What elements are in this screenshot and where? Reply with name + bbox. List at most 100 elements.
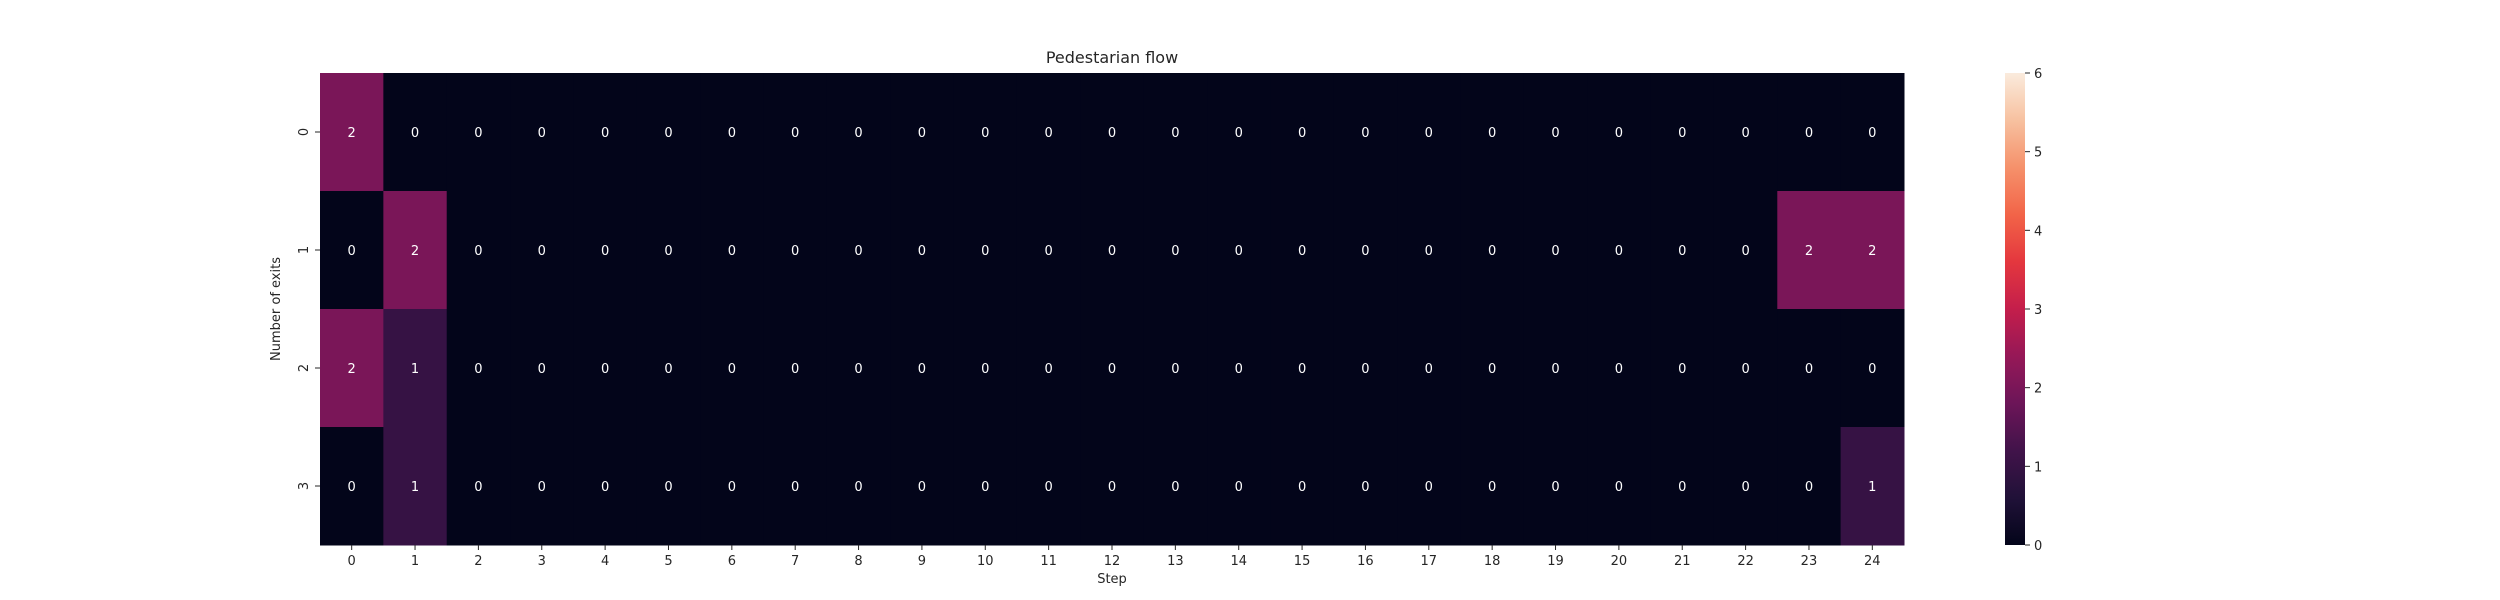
heatmap-cell (383, 191, 448, 310)
heatmap-cell (1397, 309, 1461, 428)
heatmap-cell (1587, 191, 1652, 310)
cell-value-label: 0 (411, 126, 419, 141)
heatmap-cell (1713, 427, 1778, 546)
heatmap-cell (1713, 309, 1778, 428)
cell-value-label: 0 (1235, 362, 1243, 377)
colorbar-tick-label: 1 (2034, 460, 2042, 475)
x-tick-label: 3 (538, 554, 546, 569)
x-tick-label: 2 (474, 554, 482, 569)
heatmap-cell (320, 427, 384, 546)
heatmap-cell (763, 191, 828, 310)
heatmap-cell (1777, 191, 1842, 310)
cell-value-label: 0 (538, 244, 546, 259)
heatmap-cell (510, 309, 574, 428)
cell-value-label: 0 (1425, 126, 1433, 141)
cell-value-label: 0 (1044, 362, 1052, 377)
heatmap-cell (383, 427, 448, 546)
heatmap-cell (1270, 73, 1335, 192)
cell-value-label: 0 (1171, 126, 1179, 141)
cell-value-label: 0 (918, 126, 926, 141)
heatmap-cell (1777, 427, 1842, 546)
heatmap-cell (1587, 427, 1652, 546)
cell-value-label: 0 (1298, 244, 1306, 259)
heatmap-cell (890, 427, 955, 546)
cell-value-label: 0 (474, 480, 482, 495)
cell-value-label: 2 (1805, 244, 1813, 259)
heatmap-cell (383, 73, 448, 192)
cell-value-label: 0 (348, 244, 356, 259)
cell-value-label: 0 (1551, 480, 1559, 495)
heatmap-cell (1207, 309, 1271, 428)
heatmap-cell (1397, 191, 1461, 310)
heatmap-cell (1650, 191, 1715, 310)
cell-value-label: 0 (1108, 126, 1116, 141)
cell-value-label: 0 (601, 480, 609, 495)
heatmap-cell (1080, 427, 1145, 546)
cell-value-label: 0 (1488, 244, 1496, 259)
cell-value-label: 0 (664, 362, 672, 377)
heatmap-cell (890, 191, 955, 310)
cell-value-label: 0 (1488, 480, 1496, 495)
heatmap-cell (446, 427, 511, 546)
heatmap-cell (1080, 73, 1145, 192)
heatmap-cell (446, 191, 511, 310)
cell-value-label: 0 (1235, 480, 1243, 495)
heatmap-cell (636, 73, 701, 192)
colorbar-tick-label: 4 (2034, 224, 2042, 239)
heatmap-cell (1397, 427, 1461, 546)
heatmap-cell (510, 191, 574, 310)
heatmap-cell (320, 309, 384, 428)
cell-value-label: 0 (664, 126, 672, 141)
heatmap-cell (1777, 309, 1842, 428)
cell-value-label: 0 (918, 362, 926, 377)
heatmap-cell (573, 191, 638, 310)
cell-value-label: 0 (918, 244, 926, 259)
x-tick-label: 17 (1421, 554, 1438, 569)
y-tick-label: 3 (297, 482, 312, 490)
heatmap-cell (1523, 73, 1588, 192)
heatmap-cell (700, 191, 765, 310)
cell-value-label: 0 (1805, 126, 1813, 141)
cell-value-label: 0 (1551, 362, 1559, 377)
cell-value-label: 0 (854, 244, 862, 259)
heatmap-cell (1333, 191, 1398, 310)
x-tick-label: 14 (1230, 554, 1247, 569)
heatmap-cell (1713, 191, 1778, 310)
y-tick-label: 0 (297, 128, 312, 136)
cell-value-label: 0 (1741, 480, 1749, 495)
heatmap-cell (1016, 73, 1081, 192)
colorbar (2005, 73, 2025, 545)
cell-value-label: 0 (728, 244, 736, 259)
heatmap-cell (446, 309, 511, 428)
cell-value-label: 0 (1298, 480, 1306, 495)
x-tick-label: 7 (791, 554, 799, 569)
heatmap-cell (826, 427, 891, 546)
cell-value-label: 0 (1108, 480, 1116, 495)
cell-value-label: 0 (981, 480, 989, 495)
heatmap-cell (826, 309, 891, 428)
cell-value-label: 0 (1425, 244, 1433, 259)
x-tick-label: 1 (411, 554, 419, 569)
heatmap-cell (573, 309, 638, 428)
cell-value-label: 0 (1235, 244, 1243, 259)
cell-value-label: 0 (474, 362, 482, 377)
heatmap-cell (636, 427, 701, 546)
heatmap-cell (1016, 427, 1081, 546)
x-tick-label: 22 (1737, 554, 1754, 569)
heatmap-cell (636, 191, 701, 310)
x-tick-label: 9 (918, 554, 926, 569)
cell-value-label: 0 (1551, 244, 1559, 259)
cell-value-label: 0 (538, 480, 546, 495)
heatmap-cell (1143, 73, 1208, 192)
heatmap-cell (1840, 427, 1905, 546)
heatmap-cell (1523, 309, 1588, 428)
heatmap-cell (1080, 191, 1145, 310)
heatmap-cell (1270, 427, 1335, 546)
heatmap-cell (890, 73, 955, 192)
heatmap-cell (1460, 309, 1525, 428)
heatmap-cell (1650, 73, 1715, 192)
heatmap-cell (320, 191, 384, 310)
cell-value-label: 0 (728, 362, 736, 377)
cell-value-label: 0 (1741, 126, 1749, 141)
